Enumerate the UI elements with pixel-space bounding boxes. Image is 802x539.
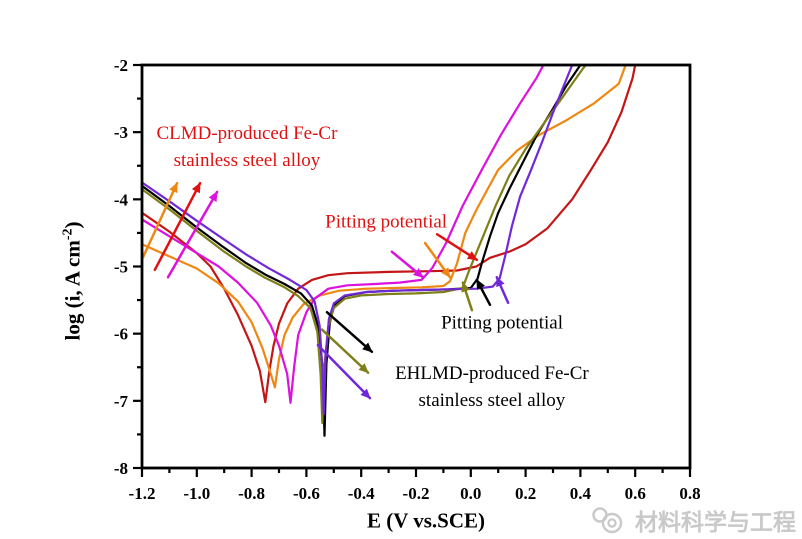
x-tick-label: -0.8	[238, 484, 265, 503]
x-tick-label: 0.4	[570, 484, 592, 503]
annotation-arrow	[141, 181, 179, 259]
x-tick-label: 0.2	[515, 484, 536, 503]
y-tick-label: -2	[114, 56, 128, 75]
x-tick-label: 0.0	[460, 484, 481, 503]
ehlmd-annotation: EHLMD-produced Fe-Cr stainless steel all…	[395, 360, 589, 414]
clmd-annotation-line2: stainless steel alloy	[173, 149, 321, 171]
x-tick-label: -0.6	[293, 484, 320, 503]
x-tick-label: 0.6	[625, 484, 646, 503]
x-axis-title: E (V vs.SCE)	[366, 508, 486, 533]
y-axis-title-close: )	[60, 221, 85, 229]
curve-ehlmd-dark-yellow	[141, 64, 588, 425]
camera-icon	[592, 507, 623, 534]
ehlmd-annotation-line1: EHLMD-produced Fe-Cr	[395, 362, 589, 384]
x-tick-label: -0.2	[403, 484, 430, 503]
y-axis-title: log (i, A cm-2)	[61, 222, 86, 341]
y-tick-label: -7	[114, 392, 129, 411]
plot-frame	[140, 63, 692, 470]
annotation-arrow	[166, 190, 219, 279]
annotation-arrow	[320, 328, 370, 374]
pitting-potential-ehlmd-annotation: Pitting potential	[441, 309, 563, 336]
watermark-text: 材料科学与工程	[635, 509, 796, 535]
annotation-arrow	[316, 343, 372, 400]
watermark: 材料科学与工程	[590, 503, 796, 537]
annotation-arrow	[461, 281, 474, 312]
y-tick-label: -4	[114, 190, 129, 209]
y-axis-title-text: log (i, A cm	[60, 240, 85, 341]
annotation-arrow	[435, 233, 479, 262]
annotation-arrow	[325, 310, 374, 354]
annotation-arrows	[141, 181, 510, 400]
annotation-arrow	[495, 275, 510, 305]
tick-labels: -1.2 -1.0 -0.8 -0.6 -0.4 -0.2 0.0 0.2 0.4 0.6 0.8 -…	[114, 56, 701, 503]
y-tick-label: -5	[114, 258, 128, 277]
x-tick-label: -1.2	[129, 484, 156, 503]
y-tick-label: -8	[114, 459, 128, 478]
x-tick-label: 0.8	[679, 484, 700, 503]
curves	[141, 64, 637, 437]
y-axis-title-sup: -2	[60, 228, 76, 241]
annotation-arrow	[390, 250, 425, 279]
pitting-potential-clmd-text: Pitting potential	[325, 211, 448, 233]
x-tick-label: -0.4	[348, 484, 375, 503]
curve-ehlmd-purple	[141, 64, 574, 416]
clmd-annotation-line1: CLMD-produced Fe-Cr	[156, 122, 338, 144]
curve-clmd-red	[141, 64, 637, 404]
x-tick-label: -1.0	[183, 484, 210, 503]
pitting-potential-clmd-annotation: Pitting potential	[325, 209, 447, 236]
y-tick-label: -6	[114, 325, 128, 344]
clmd-annotation: CLMD-produced Fe-Cr stainless steel allo…	[156, 120, 337, 174]
curve-clmd-orange	[141, 64, 627, 389]
y-tick-label: -3	[114, 123, 128, 142]
ehlmd-annotation-line2: stainless steel alloy	[418, 389, 566, 411]
curve-clmd-magenta	[141, 64, 545, 404]
annotation-arrow	[153, 181, 202, 272]
annotation-arrow	[423, 241, 452, 279]
pitting-potential-ehlmd-text: Pitting potential	[441, 312, 563, 334]
annotation-arrow	[475, 278, 492, 307]
